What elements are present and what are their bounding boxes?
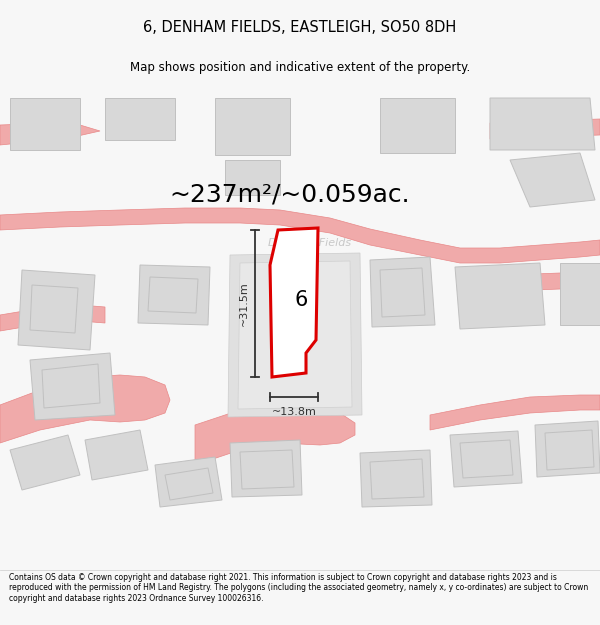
Polygon shape [165, 468, 213, 500]
Polygon shape [238, 261, 352, 409]
Polygon shape [10, 98, 80, 150]
Polygon shape [510, 271, 600, 291]
Polygon shape [30, 353, 115, 420]
Text: ~31.5m: ~31.5m [239, 281, 249, 326]
Polygon shape [148, 277, 198, 313]
Polygon shape [225, 160, 280, 195]
Text: Contains OS data © Crown copyright and database right 2021. This information is : Contains OS data © Crown copyright and d… [9, 572, 588, 602]
Polygon shape [370, 257, 435, 327]
Polygon shape [230, 440, 302, 497]
Polygon shape [510, 153, 595, 207]
Polygon shape [360, 450, 432, 507]
Polygon shape [370, 459, 424, 499]
Polygon shape [195, 403, 355, 465]
Text: 6, DENHAM FIELDS, EASTLEIGH, SO50 8DH: 6, DENHAM FIELDS, EASTLEIGH, SO50 8DH [143, 19, 457, 34]
Polygon shape [30, 285, 78, 333]
Polygon shape [155, 457, 222, 507]
Polygon shape [0, 305, 105, 331]
Polygon shape [105, 98, 175, 140]
Polygon shape [0, 208, 600, 263]
Polygon shape [545, 430, 594, 470]
Polygon shape [18, 270, 95, 350]
Polygon shape [10, 435, 80, 490]
Polygon shape [430, 395, 600, 430]
Text: 6: 6 [295, 289, 308, 309]
Polygon shape [215, 98, 290, 155]
Text: ~13.8m: ~13.8m [272, 407, 316, 417]
Polygon shape [450, 431, 522, 487]
Polygon shape [138, 265, 210, 325]
Polygon shape [0, 123, 100, 145]
Text: Denham Fields: Denham Fields [268, 238, 352, 248]
Polygon shape [228, 253, 362, 417]
Polygon shape [0, 375, 170, 443]
Polygon shape [455, 263, 545, 329]
Polygon shape [560, 263, 600, 325]
Text: Map shows position and indicative extent of the property.: Map shows position and indicative extent… [130, 61, 470, 74]
Polygon shape [270, 228, 318, 377]
Text: ~237m²/~0.059ac.: ~237m²/~0.059ac. [170, 183, 410, 207]
Polygon shape [490, 98, 595, 150]
Polygon shape [490, 119, 600, 139]
Polygon shape [380, 268, 425, 317]
Polygon shape [380, 98, 455, 153]
Polygon shape [460, 440, 513, 478]
Polygon shape [240, 450, 294, 489]
Polygon shape [535, 421, 600, 477]
Polygon shape [42, 364, 100, 408]
Polygon shape [85, 430, 148, 480]
